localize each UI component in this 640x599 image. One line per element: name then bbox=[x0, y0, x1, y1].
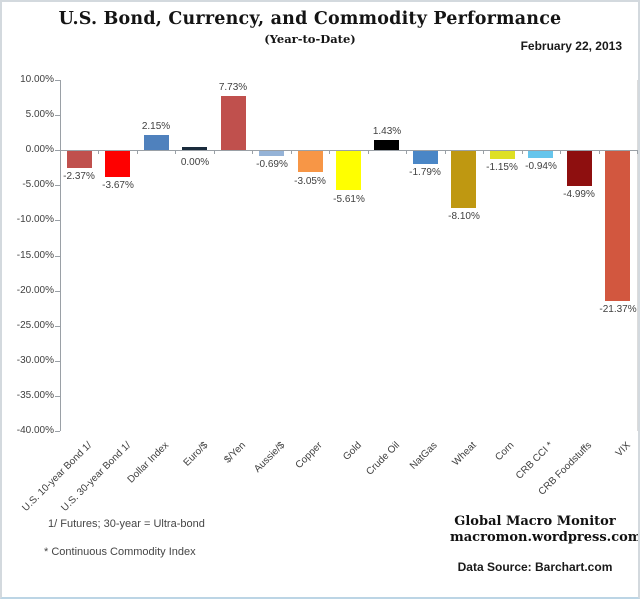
y-axis-label: 10.00% bbox=[20, 74, 54, 85]
bar-crb-foodstuffs bbox=[567, 151, 592, 186]
category-tick bbox=[329, 150, 330, 154]
y-axis-line bbox=[60, 80, 61, 431]
bar-gold bbox=[336, 151, 361, 190]
y-axis-label: -20.00% bbox=[16, 285, 54, 296]
value-label: -3.05% bbox=[294, 176, 326, 187]
x-axis-label: $/Yen bbox=[222, 440, 248, 466]
data-source-label: Data Source: Barchart.com bbox=[457, 560, 613, 574]
y-axis-label: -5.00% bbox=[22, 179, 54, 190]
category-tick bbox=[522, 150, 523, 154]
category-tick bbox=[406, 150, 407, 154]
y-axis-label: -15.00% bbox=[16, 250, 54, 261]
x-axis-label: Gold bbox=[341, 440, 364, 463]
y-axis-tick bbox=[55, 256, 60, 257]
category-tick bbox=[368, 150, 369, 154]
category-tick bbox=[98, 150, 99, 154]
category-tick bbox=[599, 150, 600, 154]
bar-yen bbox=[221, 96, 246, 150]
category-tick bbox=[60, 150, 61, 154]
x-axis-line bbox=[60, 150, 637, 151]
footnote-futures: 1/ Futures; 30-year = Ultra-bond bbox=[48, 518, 205, 530]
category-tick bbox=[560, 150, 561, 154]
category-tick bbox=[252, 150, 253, 154]
bar-crude-oil bbox=[374, 140, 399, 150]
x-axis-label: Wheat bbox=[450, 440, 479, 469]
value-label: -0.69% bbox=[256, 159, 288, 170]
bar-u-s-10-year-bond-1 bbox=[67, 151, 92, 168]
y-axis-label: -40.00% bbox=[16, 425, 54, 436]
value-label: -1.15% bbox=[486, 162, 518, 173]
y-axis-label: -30.00% bbox=[16, 355, 54, 366]
category-tick bbox=[175, 150, 176, 154]
bar-aussie bbox=[259, 151, 284, 156]
x-axis-label: Corn bbox=[493, 440, 517, 464]
bar-u-s-30-year-bond-1 bbox=[105, 151, 130, 177]
value-label: 2.15% bbox=[141, 121, 171, 132]
y-axis-label: -10.00% bbox=[16, 214, 54, 225]
value-label: -8.10% bbox=[448, 211, 480, 222]
y-axis-tick bbox=[55, 326, 60, 327]
x-axis-label: VIX bbox=[613, 440, 633, 460]
value-label: 7.73% bbox=[218, 82, 248, 93]
bar-crb-cci bbox=[528, 151, 553, 158]
value-label: 0.00% bbox=[180, 157, 210, 168]
y-axis-tick bbox=[55, 361, 60, 362]
y-axis-tick bbox=[55, 431, 60, 432]
value-label: -3.67% bbox=[102, 180, 134, 191]
footnote-cci: * Continuous Commodity Index bbox=[44, 546, 196, 558]
y-axis-tick bbox=[55, 220, 60, 221]
x-axis-label: Euro/$ bbox=[181, 440, 210, 469]
x-axis-label: U.S. 30-year Bond 1/ bbox=[58, 440, 133, 514]
chart-date: February 22, 2013 bbox=[520, 39, 622, 53]
y-axis-tick bbox=[55, 150, 60, 151]
x-axis-label: U.S. 10-year Bond 1/ bbox=[19, 440, 94, 514]
value-label: -5.61% bbox=[333, 194, 365, 205]
y-axis-tick bbox=[55, 185, 60, 186]
y-axis-tick bbox=[55, 396, 60, 397]
value-label: -0.94% bbox=[525, 161, 557, 172]
x-axis-label: NatGas bbox=[408, 440, 440, 472]
value-label: -2.37% bbox=[63, 171, 95, 182]
x-axis-label: Aussie/$ bbox=[251, 440, 287, 475]
y-axis-tick bbox=[55, 80, 60, 81]
value-label: -4.99% bbox=[563, 189, 595, 200]
source-url: macromon.wordpress.com bbox=[450, 530, 640, 545]
x-axis-label: Copper bbox=[293, 440, 325, 471]
source-name: Global Macro Monitor bbox=[454, 514, 616, 529]
y-axis-tick bbox=[55, 115, 60, 116]
chart-title: U.S. Bond, Currency, and Commodity Perfo… bbox=[58, 9, 562, 29]
y-axis-label: -35.00% bbox=[16, 390, 54, 401]
x-axis-label: Crude Oil bbox=[364, 440, 402, 478]
category-tick bbox=[445, 150, 446, 154]
bar-vix bbox=[605, 151, 630, 301]
y-axis-tick bbox=[55, 291, 60, 292]
category-tick bbox=[291, 150, 292, 154]
value-label: -21.37% bbox=[599, 304, 637, 315]
category-tick bbox=[214, 150, 215, 154]
value-label: -1.79% bbox=[409, 167, 441, 178]
plot-right-border bbox=[637, 80, 638, 431]
bar-copper bbox=[298, 151, 323, 172]
y-axis-label: 5.00% bbox=[25, 109, 54, 120]
category-tick bbox=[637, 150, 638, 154]
value-label: 1.43% bbox=[372, 126, 402, 137]
bar-wheat bbox=[451, 151, 476, 208]
bar-euro bbox=[182, 147, 207, 150]
y-axis-label: 0.00% bbox=[25, 144, 54, 155]
bar-dollar-index bbox=[144, 135, 169, 150]
bar-natgas bbox=[413, 151, 438, 164]
source-block: Global Macro Monitor macromon.wordpress.… bbox=[450, 514, 640, 574]
category-tick bbox=[137, 150, 138, 154]
bar-corn bbox=[490, 151, 515, 159]
y-axis-label: -25.00% bbox=[16, 320, 54, 331]
category-tick bbox=[483, 150, 484, 154]
chart-subtitle: (Year-to-Date) bbox=[264, 32, 356, 46]
